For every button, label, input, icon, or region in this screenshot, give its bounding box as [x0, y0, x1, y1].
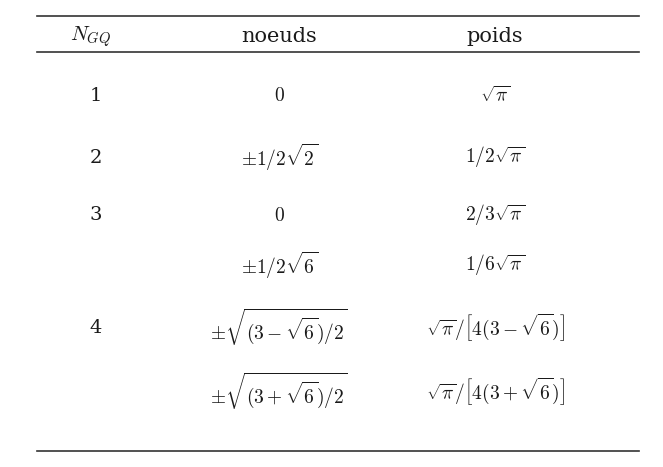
- Text: 2: 2: [90, 149, 102, 167]
- Text: $1/6\sqrt{\pi}$: $1/6\sqrt{\pi}$: [465, 253, 525, 278]
- Text: 4: 4: [90, 318, 102, 337]
- Text: 1: 1: [90, 87, 102, 105]
- Text: $\sqrt{\pi}/\left[4(3-\sqrt{6})\right]$: $\sqrt{\pi}/\left[4(3-\sqrt{6})\right]$: [426, 311, 565, 344]
- Text: $\sqrt{\pi}/\left[4(3+\sqrt{6})\right]$: $\sqrt{\pi}/\left[4(3+\sqrt{6})\right]$: [426, 375, 565, 408]
- Text: 3: 3: [90, 206, 102, 224]
- Text: poids: poids: [467, 27, 524, 46]
- Text: $0$: $0$: [274, 86, 284, 106]
- Text: $\pm\sqrt{(3-\sqrt{6})/2}$: $\pm\sqrt{(3-\sqrt{6})/2}$: [210, 307, 348, 348]
- Text: $N_{GQ}$: $N_{GQ}$: [70, 24, 111, 49]
- Text: noeuds: noeuds: [241, 27, 317, 46]
- Text: $\pm 1/2\sqrt{6}$: $\pm 1/2\sqrt{6}$: [241, 250, 318, 281]
- Text: $\sqrt{\pi}$: $\sqrt{\pi}$: [480, 86, 511, 106]
- Text: $\pm\sqrt{(3+\sqrt{6})/2}$: $\pm\sqrt{(3+\sqrt{6})/2}$: [210, 371, 348, 412]
- Text: $\pm 1/2\sqrt{2}$: $\pm 1/2\sqrt{2}$: [241, 142, 318, 173]
- Text: $0$: $0$: [274, 205, 284, 225]
- Text: $1/2\sqrt{\pi}$: $1/2\sqrt{\pi}$: [465, 145, 525, 170]
- Text: $2/3\sqrt{\pi}$: $2/3\sqrt{\pi}$: [465, 203, 525, 228]
